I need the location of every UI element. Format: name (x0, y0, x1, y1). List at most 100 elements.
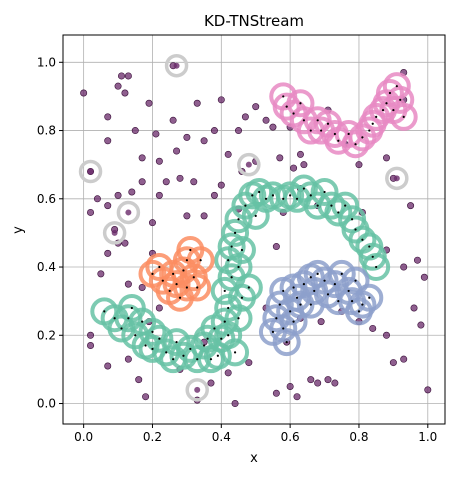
orange-cluster-point (151, 272, 154, 275)
green-cluster-point (237, 218, 240, 221)
pink-cluster-point (326, 122, 330, 125)
orange-cluster-point (178, 296, 182, 299)
noise-point (80, 89, 88, 97)
noise-point (155, 304, 163, 312)
noise-point (124, 72, 132, 80)
green-cluster-point (127, 317, 130, 320)
green-cluster-ring (193, 324, 222, 353)
blue-cluster-point (309, 303, 312, 306)
green-cluster-point (354, 228, 357, 231)
green-cluster-point (202, 344, 206, 347)
blue-cluster-point (299, 303, 302, 306)
noise-point (97, 270, 105, 278)
noise-point (200, 137, 208, 145)
orange-cluster-point (158, 265, 161, 269)
blue-cluster-point (316, 272, 319, 275)
noise-point (155, 157, 163, 165)
green-cluster-point (182, 354, 185, 357)
pink-cluster-point (354, 143, 357, 146)
blue-cluster-point (368, 296, 371, 299)
noise-point (369, 324, 377, 332)
green-cluster-point (209, 358, 213, 361)
noise-point (135, 376, 143, 384)
pink-cluster-point (361, 136, 364, 139)
blue-cluster-point (289, 310, 292, 313)
noise-point (138, 178, 146, 186)
noise-point (173, 147, 181, 155)
blue-cluster-point (357, 310, 361, 313)
pink-cluster-point (302, 119, 306, 122)
green-cluster-point (230, 276, 233, 279)
x-tick-label: 1.0 (418, 430, 437, 444)
noise-point (121, 239, 129, 247)
green-cluster-point (230, 245, 233, 248)
green-cluster-point (350, 218, 354, 221)
noise-point (296, 150, 304, 158)
x-tick-label: 0.0 (74, 430, 93, 444)
green-cluster-point (134, 334, 137, 337)
green-cluster-point (103, 310, 106, 313)
green-cluster-ring (241, 201, 270, 230)
noise-point (241, 113, 249, 121)
outlier-ring (164, 53, 189, 78)
noise-point (148, 219, 156, 227)
noise-point (183, 212, 191, 220)
noise-point (210, 191, 218, 199)
orange-cluster-ring (159, 259, 188, 288)
outlier-ring (78, 159, 103, 184)
orange-cluster-point (192, 276, 195, 279)
x-tick-label: 0.8 (349, 430, 368, 444)
noise-point (262, 116, 270, 124)
outlier-point (125, 209, 132, 216)
pink-cluster-point (381, 108, 385, 112)
outlier-point (173, 62, 180, 69)
green-cluster-ring (117, 293, 146, 322)
pink-cluster-ring (389, 102, 418, 131)
orange-cluster-point (161, 279, 164, 282)
x-tick-label: 0.2 (143, 430, 162, 444)
green-cluster-point (264, 197, 268, 200)
pink-cluster-ring (272, 92, 301, 121)
green-cluster-point (223, 289, 226, 293)
plot-frame (62, 34, 446, 425)
blue-cluster-ring (355, 283, 384, 312)
orange-cluster-point (182, 269, 185, 272)
noise-point (269, 123, 277, 131)
noise-point (317, 318, 325, 326)
green-cluster-point (223, 320, 226, 323)
noise-point (104, 362, 112, 370)
noise-point (104, 137, 112, 145)
blue-cluster-point (302, 282, 306, 286)
blue-cluster-point (347, 289, 350, 293)
noise-point (314, 379, 322, 387)
green-cluster-ring (331, 191, 360, 220)
x-tick-label: 0.4 (212, 430, 231, 444)
blue-cluster-point (340, 272, 343, 275)
green-cluster-point (206, 337, 209, 340)
green-cluster-ring (234, 273, 263, 302)
green-cluster-point (227, 306, 230, 310)
green-cluster-point (237, 317, 240, 320)
noise-point (162, 178, 170, 186)
blue-cluster-ring (327, 259, 356, 288)
green-cluster-point (330, 204, 333, 207)
green-cluster-ring (221, 218, 250, 247)
noise-point (200, 212, 208, 220)
noise-point (121, 89, 129, 97)
green-cluster-point (220, 337, 223, 340)
noise-point (207, 379, 215, 387)
orange-cluster-ring (186, 246, 215, 275)
green-cluster-point (368, 245, 371, 248)
green-cluster-point (233, 231, 237, 235)
chart-title: KD-TNStream (204, 12, 304, 30)
pink-cluster-point (395, 85, 398, 88)
green-cluster-point (309, 194, 312, 197)
green-cluster-point (120, 327, 123, 330)
green-cluster-point (282, 197, 285, 200)
noise-point (138, 284, 146, 292)
green-cluster-point (237, 265, 240, 269)
green-cluster-point (323, 190, 326, 194)
blue-cluster-point (292, 320, 295, 323)
blue-cluster-ring (279, 307, 308, 336)
